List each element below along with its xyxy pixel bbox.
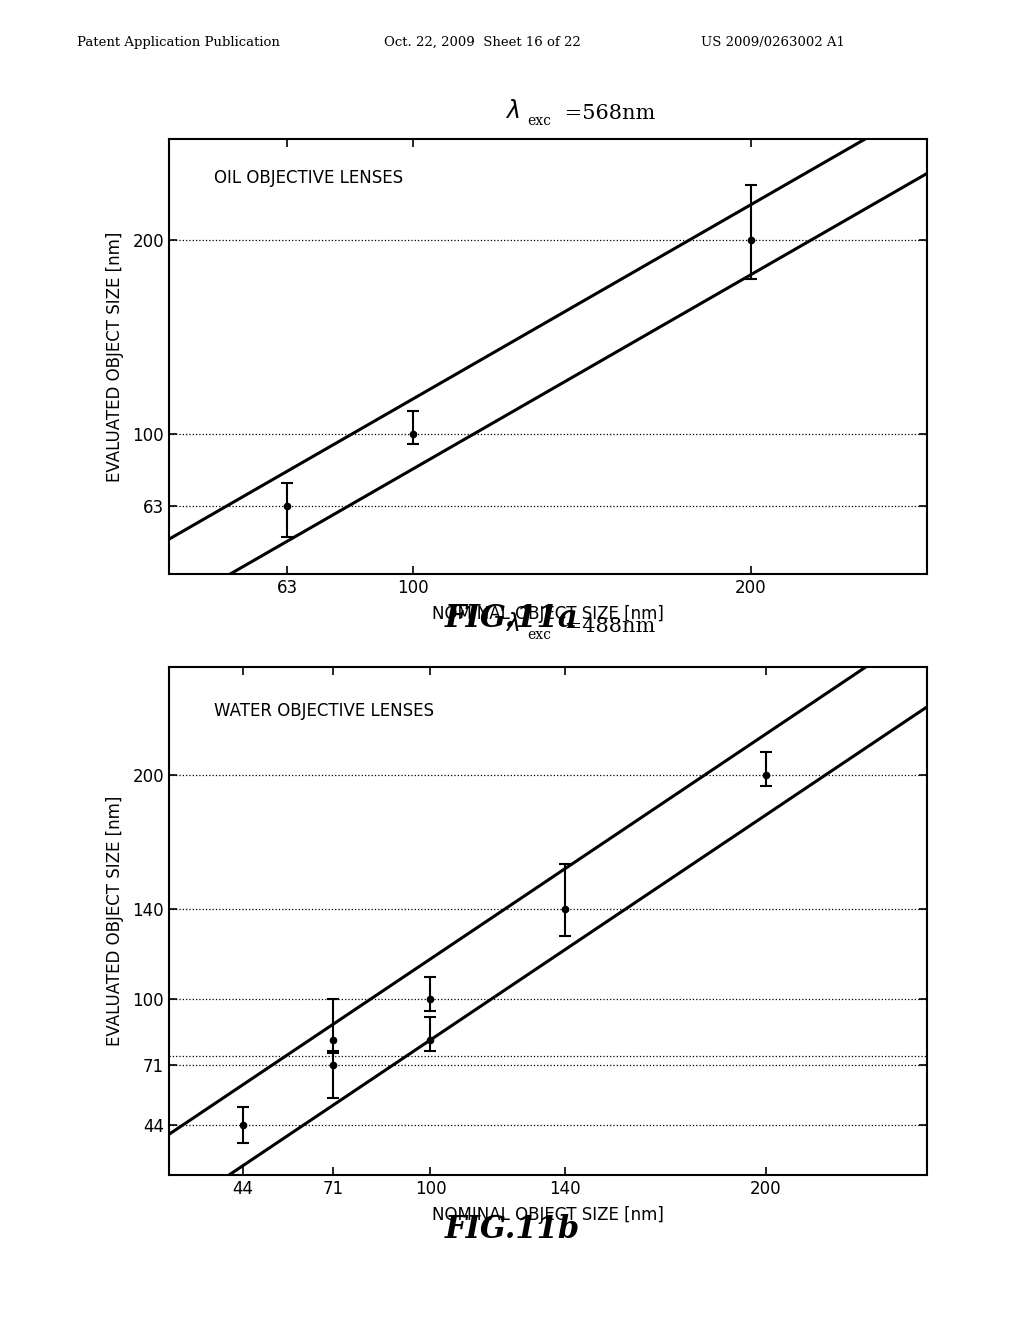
Text: $\lambda$: $\lambda$ <box>505 100 519 123</box>
Text: =488nm: =488nm <box>558 618 655 636</box>
Y-axis label: EVALUATED OBJECT SIZE [nm]: EVALUATED OBJECT SIZE [nm] <box>106 796 124 1045</box>
Text: exc: exc <box>527 627 551 642</box>
Text: FIG.11a: FIG.11a <box>445 603 579 634</box>
X-axis label: NOMINAL OBJECT SIZE [nm]: NOMINAL OBJECT SIZE [nm] <box>432 606 664 623</box>
Text: WATER OBJECTIVE LENSES: WATER OBJECTIVE LENSES <box>214 702 434 721</box>
Text: Patent Application Publication: Patent Application Publication <box>77 36 280 49</box>
Text: $\lambda$: $\lambda$ <box>505 614 519 636</box>
Text: =568nm: =568nm <box>558 104 655 123</box>
Text: Oct. 22, 2009  Sheet 16 of 22: Oct. 22, 2009 Sheet 16 of 22 <box>384 36 581 49</box>
Text: OIL OBJECTIVE LENSES: OIL OBJECTIVE LENSES <box>214 169 403 187</box>
X-axis label: NOMINAL OBJECT SIZE [nm]: NOMINAL OBJECT SIZE [nm] <box>432 1206 664 1224</box>
Y-axis label: EVALUATED OBJECT SIZE [nm]: EVALUATED OBJECT SIZE [nm] <box>106 231 124 482</box>
Text: exc: exc <box>527 114 551 128</box>
Text: US 2009/0263002 A1: US 2009/0263002 A1 <box>701 36 846 49</box>
Text: FIG.11b: FIG.11b <box>444 1214 580 1245</box>
